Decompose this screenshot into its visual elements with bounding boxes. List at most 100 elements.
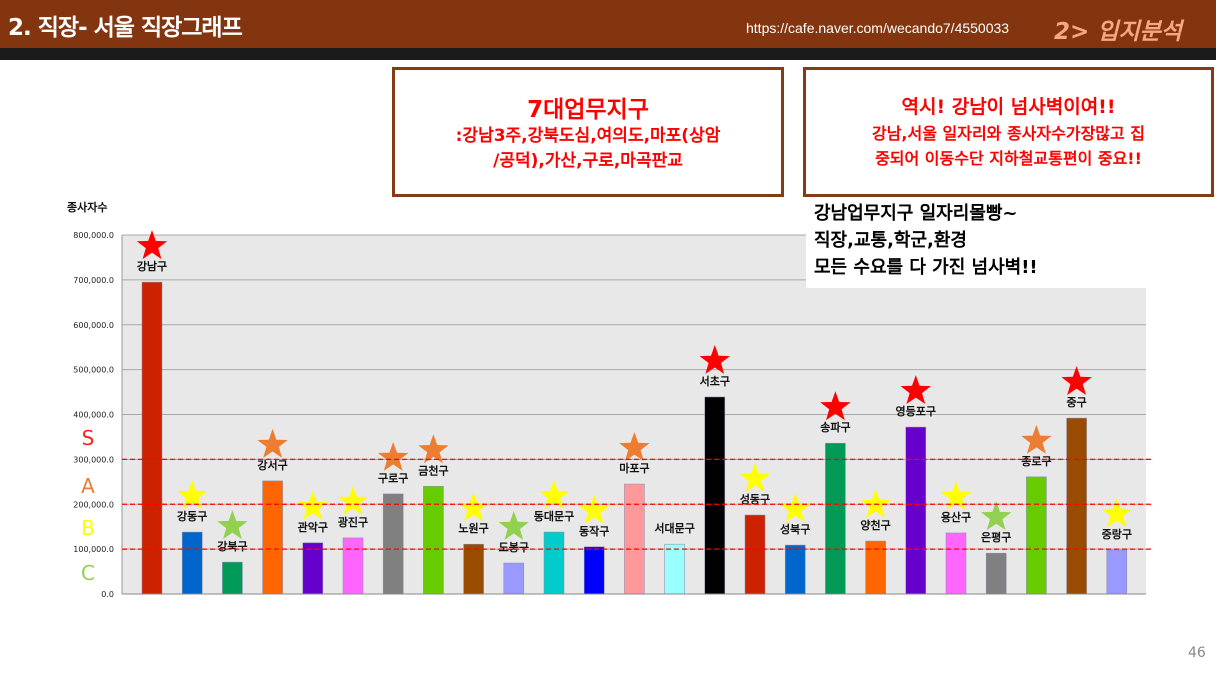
bar-label: 서대문구 — [654, 521, 694, 535]
y-tick-label: 200,000.0 — [73, 500, 114, 509]
bar-label: 동대문구 — [534, 509, 574, 523]
star-icon — [619, 432, 650, 461]
bar-강서구 — [262, 480, 283, 595]
bar-성북구 — [784, 544, 806, 595]
y-tick-label: 700,000.0 — [73, 276, 114, 285]
box-line: /공덕),가산,구로,마곡판교 — [493, 151, 683, 171]
bar-label: 마포구 — [619, 461, 649, 475]
bar-label: 영등포구 — [896, 405, 936, 418]
bar-label: 종로구 — [1021, 455, 1051, 468]
bar-label: 강동구 — [177, 509, 207, 523]
bar-label: 강서구 — [257, 458, 287, 472]
grade-label: S — [82, 426, 95, 450]
star-icon — [297, 490, 328, 520]
bar-label: 양천구 — [860, 518, 890, 532]
bar-강북구 — [222, 561, 243, 595]
bar-label: 금천구 — [418, 463, 448, 477]
bar-label: 중구 — [1066, 396, 1086, 409]
header-divider — [0, 48, 1216, 60]
bar-은평구 — [985, 552, 1007, 595]
box-line: 중되어 이동수단 지하철교통편이 중요!! — [875, 149, 1142, 168]
bar-서초구 — [704, 396, 726, 595]
y-tick-label: 100,000.0 — [73, 545, 114, 554]
box-heading: 7대업무지구 — [527, 97, 649, 123]
grade-label: B — [81, 516, 95, 540]
y-tick-label: 600,000.0 — [73, 321, 114, 330]
star-icon — [1021, 424, 1052, 454]
bar-label: 노원구 — [458, 521, 488, 535]
business-districts-box: 7대업무지구 :강남3주,강북도심,여의도,마포(상암 /공덕),가산,구로,마… — [392, 67, 784, 197]
bar-금천구 — [423, 486, 444, 595]
gangnam-box: 역시! 강남이 넘사벽이여!! 강남,서울 일자리와 종사자수가장많고 집 중되… — [803, 67, 1214, 197]
bar-label: 용산구 — [941, 510, 971, 524]
bar-label: 구로구 — [378, 472, 408, 485]
star-icon — [458, 492, 489, 522]
note-line: 강남업무지구 일자리몰빵~ — [814, 203, 1018, 224]
bar-label: 광진구 — [338, 515, 368, 529]
section-label: 2> 입지분석 — [1054, 19, 1182, 45]
star-icon — [136, 230, 168, 260]
source-url[interactable]: https://cafe.naver.com/wecando7/4550033 — [746, 20, 1010, 36]
star-icon — [1061, 366, 1092, 395]
bar-강동구 — [181, 531, 203, 595]
bar-label: 강남구 — [137, 259, 167, 273]
y-tick-label: 800,000.0 — [73, 231, 114, 240]
slide-title: 2. 직장- 서울 직장그래프 — [8, 15, 243, 41]
bar-동대문구 — [543, 531, 565, 595]
bar-label: 관악구 — [298, 520, 328, 534]
star-icon — [498, 511, 529, 540]
bar-강남구 — [141, 281, 163, 595]
bar-도봉구 — [503, 562, 525, 595]
bar-label: 중랑구 — [1102, 528, 1132, 541]
star-icon — [780, 493, 811, 522]
box-line: 강남,서울 일자리와 종사자수가장많고 집 — [871, 124, 1146, 143]
star-icon — [579, 494, 610, 524]
star-icon — [860, 489, 891, 518]
y-tick-label: 400,000.0 — [73, 411, 114, 420]
star-icon — [820, 391, 851, 421]
star-icon — [900, 375, 931, 404]
note-line: 직장,교통,학군,환경 — [814, 230, 967, 251]
box-line: :강남3주,강북도심,여의도,마포(상암 — [455, 126, 721, 146]
star-icon — [378, 441, 409, 471]
grade-label: A — [81, 474, 95, 498]
star-icon — [699, 345, 730, 374]
bar-중랑구 — [1106, 549, 1128, 595]
grade-label: C — [81, 561, 95, 585]
star-icon — [538, 480, 570, 509]
bar-label: 강북구 — [217, 539, 247, 553]
bar-구로구 — [382, 493, 404, 595]
box-heading: 역시! 강남이 넘사벽이여!! — [901, 96, 1116, 118]
bar-label: 도봉구 — [499, 541, 529, 554]
bar-성동구 — [744, 514, 766, 595]
star-icon — [739, 463, 771, 492]
bar-종로구 — [1026, 476, 1047, 595]
star-icon — [337, 485, 369, 515]
bar-중구 — [1066, 417, 1087, 595]
bar-용산구 — [945, 532, 967, 595]
bar-label: 서초구 — [700, 374, 730, 388]
bar-label: 성동구 — [740, 492, 770, 506]
star-icon — [257, 428, 288, 458]
header-bar — [0, 0, 1216, 48]
bar-label: 송파구 — [820, 420, 850, 434]
y-tick-label: 300,000.0 — [73, 455, 114, 464]
bar-노원구 — [463, 543, 484, 595]
star-icon — [217, 510, 248, 540]
star-icon — [981, 501, 1012, 531]
bar-관악구 — [302, 542, 324, 595]
bar-label: 동작구 — [579, 524, 609, 538]
bar-label: 성북구 — [780, 522, 810, 536]
page-number: 46 — [1188, 645, 1206, 661]
bar-마포구 — [624, 483, 645, 595]
star-icon — [940, 481, 972, 510]
y-tick-label: 0.0 — [101, 590, 114, 599]
star-icon — [418, 434, 449, 464]
bar-영등포구 — [905, 426, 927, 595]
bar-서대문구 — [664, 543, 685, 595]
y-axis-label: 종사자수 — [67, 200, 107, 214]
bar-동작구 — [583, 546, 605, 595]
note-line: 모든 수요를 다 가진 넘사벽!! — [814, 257, 1038, 278]
star-icon — [1101, 498, 1132, 527]
